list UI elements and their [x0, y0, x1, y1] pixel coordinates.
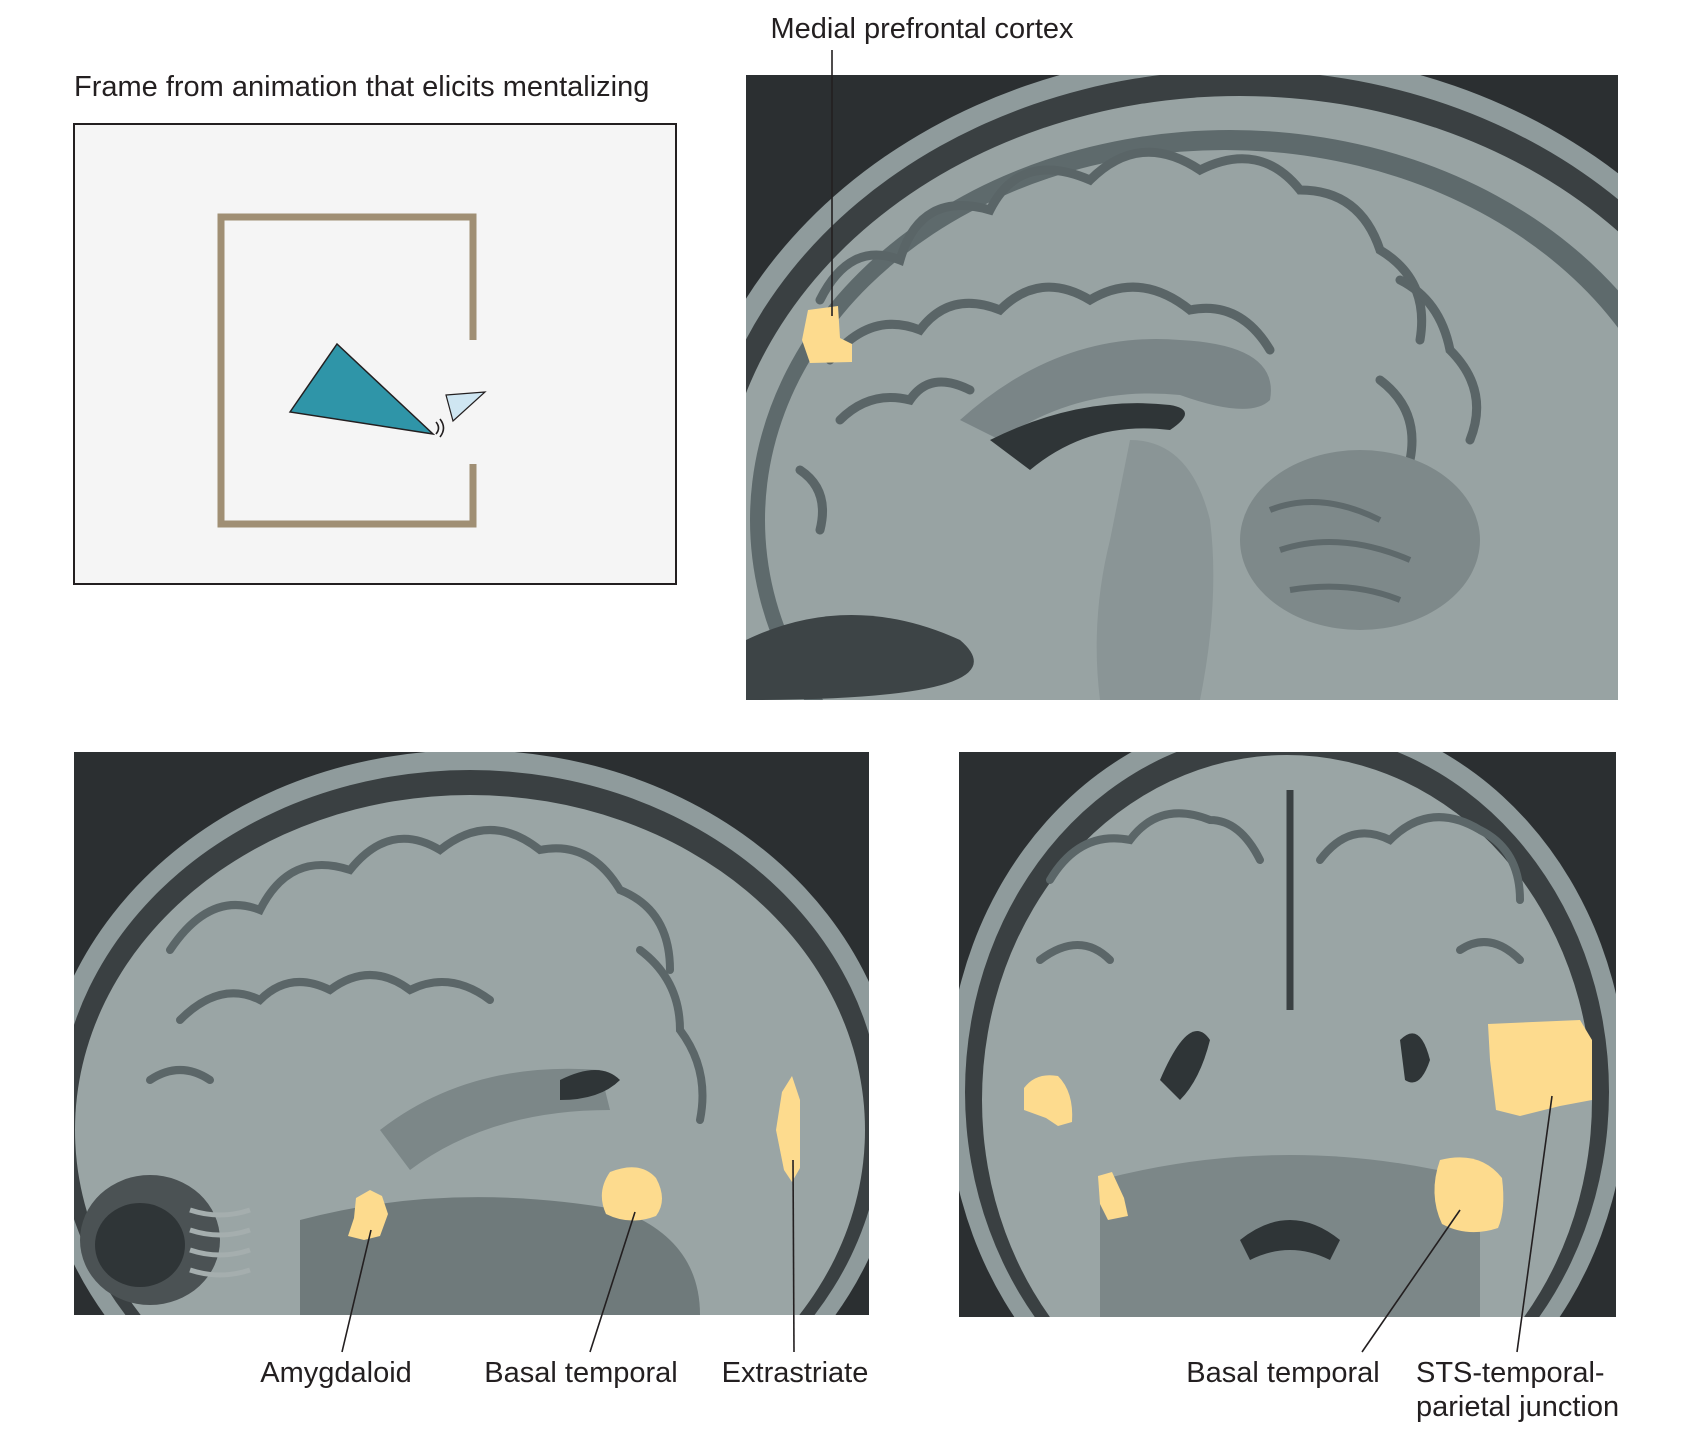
leader-basal-temporal-lateral [589, 1211, 636, 1353]
animation-frame [73, 123, 677, 585]
label-basal-temporal-lateral: Basal temporal [484, 1357, 678, 1389]
ventricle [990, 403, 1185, 470]
cerebellum [1240, 450, 1480, 630]
mri-lateral-sagittal [74, 752, 869, 1315]
left-lateral-activation [1024, 1075, 1073, 1126]
mri-coronal [959, 752, 1616, 1317]
mri-medial-sagittal [746, 75, 1618, 700]
leader-sts-tpj [1516, 1095, 1553, 1353]
label-basal-temporal-coronal: Basal temporal [1186, 1357, 1380, 1389]
sts-tpj-activation [1488, 1020, 1592, 1116]
leader-lines [341, 50, 1553, 1353]
animation-frame-box [73, 123, 677, 585]
label-extrastriate: Extrastriate [721, 1357, 869, 1389]
corpus-callosum [960, 339, 1271, 440]
label-sts-line1: STS-temporal- [1416, 1357, 1605, 1389]
extrastriate-activation [776, 1076, 800, 1182]
animation-caption: Frame from animation that elicits mental… [74, 71, 650, 103]
brainstem [1096, 440, 1214, 700]
label-amygdaloid: Amygdaloid [260, 1357, 412, 1389]
big-triangle [288, 342, 436, 436]
room-walls [217, 213, 477, 528]
leader-amygdaloid [341, 1229, 372, 1353]
amygdaloid-activation [348, 1190, 388, 1240]
leader-extrastriate [792, 1159, 795, 1353]
small-triangle [445, 391, 487, 423]
basal-temporal-activation-lateral [601, 1167, 662, 1221]
basal-temporal-activation-coronal [1434, 1157, 1504, 1233]
left-basal-activation [1098, 1172, 1128, 1220]
leader-basal-temporal-coronal [1361, 1209, 1461, 1353]
knock-marks [435, 418, 445, 438]
label-sts-line2: parietal junction [1416, 1390, 1620, 1423]
label-medial-prefrontal-cortex: Medial prefrontal cortex [770, 13, 1074, 45]
mpfc-activation [802, 306, 852, 363]
label-sts-temporal-parietal-junction: STS-temporal- parietal junction [1416, 1357, 1620, 1424]
